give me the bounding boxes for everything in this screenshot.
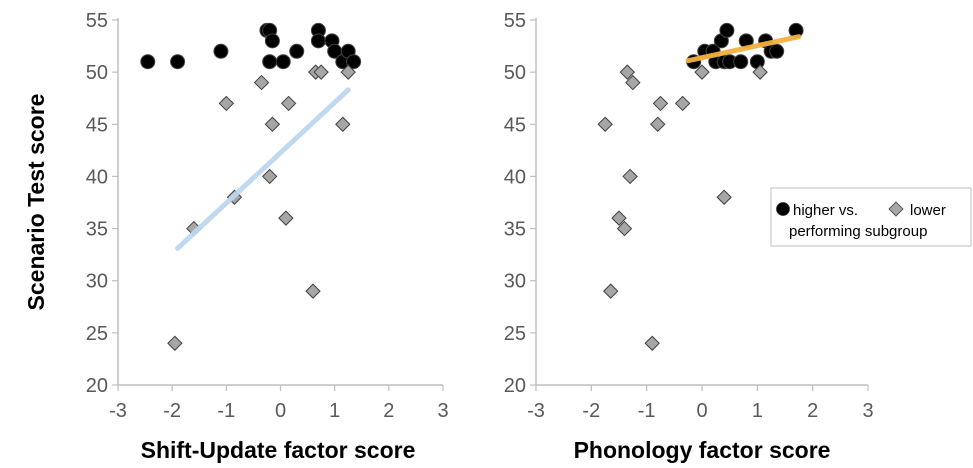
- x-tick-label: 2: [807, 400, 818, 422]
- higher-subgroup-point: [769, 43, 785, 59]
- lower-subgroup-point: [622, 168, 638, 185]
- x-tick-label: 3: [437, 400, 448, 422]
- higher-subgroup-point: [170, 54, 186, 70]
- lower-subgroup-point: [335, 116, 351, 132]
- y-tick-label: 45: [504, 114, 526, 136]
- lower-subgroup-point: [264, 116, 281, 132]
- shift-update-scatter-panel: -3 -2 -1 0 1 2 3 20 25 30 35 40 45 50 55 Shift-Update f…: [86, 10, 449, 463]
- legend-circle-marker: [776, 202, 790, 216]
- y-tick-label: 55: [504, 10, 526, 32]
- x-axis-label: Phonology factor score: [574, 437, 831, 463]
- x-tick-label: -3: [527, 400, 545, 422]
- higher-subgroup-point: [310, 33, 326, 49]
- lower-subgroup-point: [597, 116, 613, 132]
- x-tick-label: 0: [696, 400, 707, 422]
- y-tick-label: 55: [86, 10, 108, 32]
- lower-subgroup-point: [280, 95, 297, 112]
- lower-subgroup-trendline: [175, 87, 351, 251]
- lower-subgroup-point: [625, 74, 641, 91]
- y-tick-label: 45: [86, 114, 108, 136]
- lower-subgroup-point: [261, 168, 278, 185]
- phonology-scatter-panel: -3 -2 -1 0 1 2 3 20 25 30 35 40 45 50 55 Phonology fact…: [504, 10, 874, 463]
- y-tick-label: 25: [86, 323, 108, 345]
- x-tick-label: -2: [163, 400, 181, 422]
- lower-subgroup-point: [278, 210, 294, 226]
- lower-subgroup-point: [218, 95, 235, 112]
- lower-subgroup-point: [650, 116, 666, 132]
- lower-subgroup-point: [674, 95, 691, 112]
- y-tick-label: 25: [504, 323, 526, 345]
- y-tick-label: 40: [504, 166, 526, 188]
- legend-subgroup-label: performing subgroup: [789, 223, 927, 240]
- higher-subgroup-point: [275, 54, 291, 70]
- higher-subgroup-point: [733, 54, 749, 70]
- y-tick-label: 30: [86, 271, 108, 293]
- legend-higher-label: higher vs.: [793, 202, 858, 219]
- higher-subgroup-point: [719, 22, 735, 38]
- x-tick-label: 1: [329, 400, 340, 422]
- x-tick-label: 1: [752, 400, 763, 422]
- higher-subgroup-point: [262, 54, 278, 70]
- lower-subgroup-point: [602, 283, 619, 299]
- y-axis-label: Scenario Test score: [23, 94, 49, 311]
- higher-subgroup-point: [213, 43, 229, 59]
- lower-subgroup-point: [694, 64, 710, 80]
- y-tick-label: 50: [504, 62, 526, 84]
- higher-subgroup-point: [264, 33, 280, 49]
- y-tick-label: 35: [504, 219, 526, 241]
- lower-subgroup-point: [167, 335, 183, 351]
- x-tick-label: -2: [582, 400, 600, 422]
- x-tick-label: 2: [383, 400, 394, 422]
- x-tick-label: -3: [109, 400, 127, 422]
- y-tick-label: 35: [86, 219, 108, 241]
- higher-subgroup-point: [289, 43, 305, 59]
- lower-subgroup-point: [652, 95, 669, 112]
- legend-box: [770, 187, 972, 247]
- lower-subgroup-point: [644, 335, 660, 351]
- x-tick-label: -1: [638, 400, 656, 422]
- higher-subgroup-point: [346, 54, 362, 70]
- x-axis-label: Shift-Update factor score: [141, 437, 416, 463]
- y-tick-label: 50: [86, 62, 108, 84]
- higher-subgroup-point: [140, 54, 156, 70]
- y-tick-label: 40: [86, 166, 108, 188]
- legend-lower-label: lower: [910, 202, 946, 219]
- x-tick-label: 0: [275, 400, 286, 422]
- y-tick-label: 20: [86, 375, 108, 397]
- lower-subgroup-point: [340, 64, 356, 80]
- lower-subgroup-point: [253, 74, 270, 91]
- y-tick-label: 30: [504, 271, 526, 293]
- x-tick-label: -1: [217, 400, 235, 422]
- lower-subgroup-point: [616, 220, 633, 237]
- legend-diamond-marker: [888, 201, 904, 217]
- lower-subgroup-point: [752, 64, 768, 80]
- x-tick-label: 3: [862, 400, 873, 422]
- lower-subgroup-point: [716, 189, 732, 205]
- lower-subgroup-point: [313, 64, 329, 80]
- y-tick-label: 20: [504, 375, 526, 397]
- lower-subgroup-point: [305, 283, 321, 299]
- lower-subgroup-point: [611, 210, 627, 226]
- legend: higher vs. lower performing subgroup: [770, 187, 972, 247]
- lower-subgroup-point: [619, 64, 636, 80]
- higher-subgroup-trendline: [685, 34, 802, 64]
